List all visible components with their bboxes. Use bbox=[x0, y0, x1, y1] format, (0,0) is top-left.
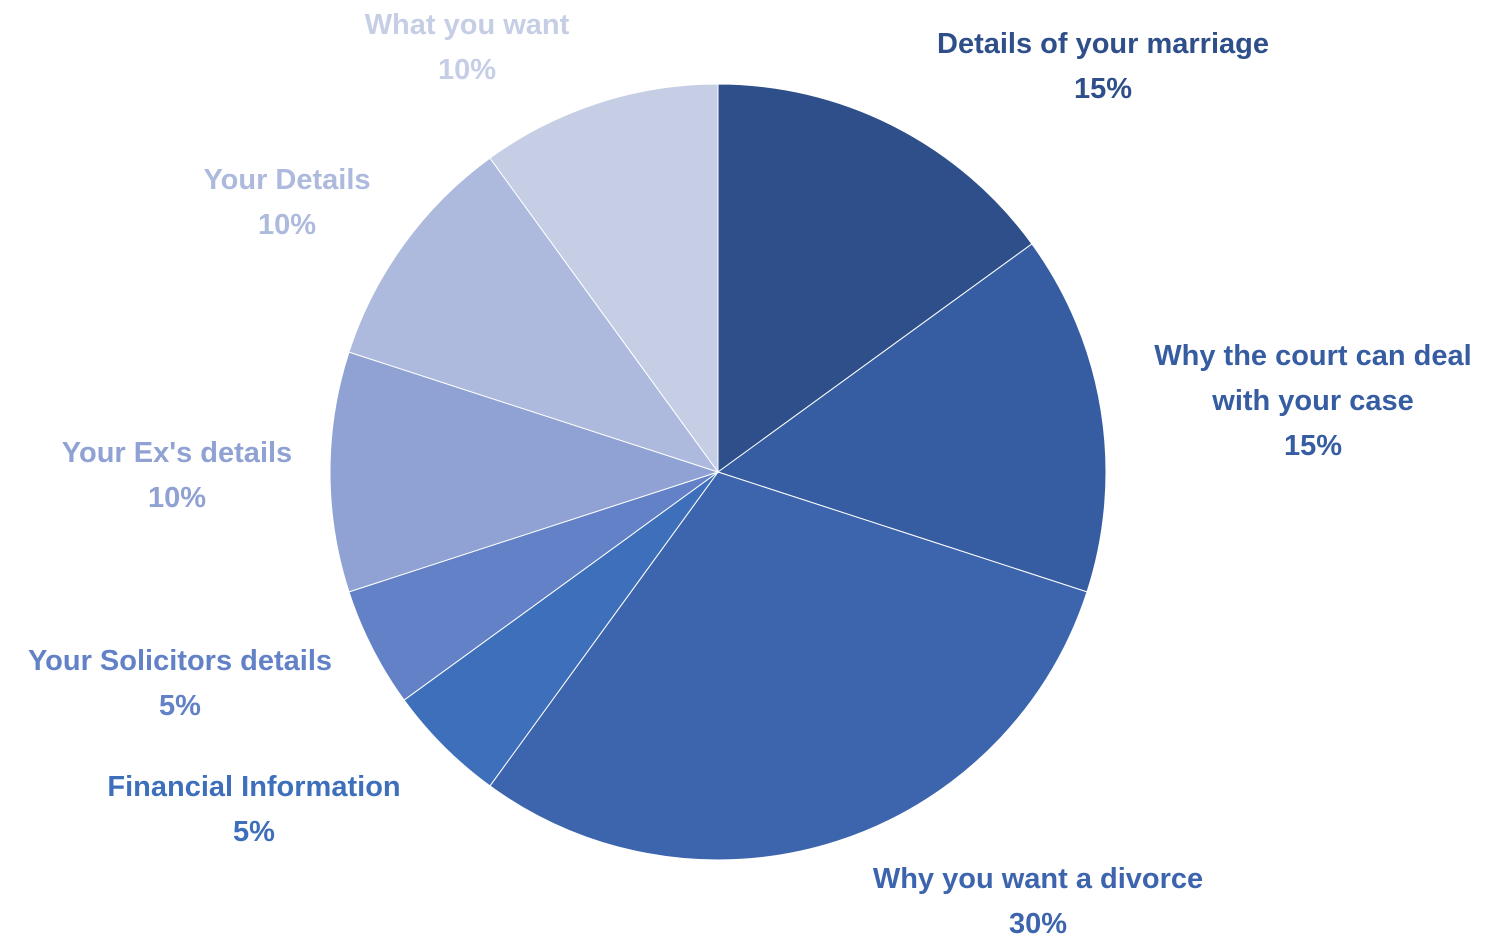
pie-slice bbox=[489, 83, 719, 474]
slice-name: Why you want a divorce bbox=[873, 863, 1203, 895]
slice-label: Why the court can deal with your case 15% bbox=[1154, 340, 1471, 462]
slice-name: Your Ex's details bbox=[62, 437, 292, 469]
slice-name: What you want bbox=[365, 9, 570, 41]
pie-slice bbox=[717, 83, 1033, 473]
slice-percent: 10% bbox=[148, 482, 206, 514]
slice-percent: 10% bbox=[258, 209, 316, 241]
slice-label: Financial Information 5% bbox=[107, 771, 400, 848]
slice-percent: 30% bbox=[1009, 908, 1067, 939]
slice-name: with your case bbox=[1211, 385, 1413, 417]
slice-name: Why the court can deal bbox=[1154, 340, 1471, 372]
slice-name: Your Solicitors details bbox=[28, 645, 332, 677]
slice-name: Financial Information bbox=[107, 771, 400, 803]
slice-percent: 15% bbox=[1074, 73, 1132, 105]
pie-slice bbox=[489, 471, 1088, 861]
slice-name: Your Details bbox=[203, 164, 370, 196]
slice-label: Details of your marriage 15% bbox=[937, 28, 1269, 105]
slice-percent: 5% bbox=[233, 816, 275, 848]
slice-label: Why you want a divorce 30% bbox=[873, 863, 1203, 939]
slice-name: Details of your marriage bbox=[937, 28, 1269, 60]
slice-label: Your Ex's details 10% bbox=[62, 437, 292, 514]
pie-slice bbox=[716, 243, 1107, 593]
slice-percent: 10% bbox=[438, 54, 496, 86]
pie-labels: Details of your marriage 15%Why the court… bbox=[28, 9, 1472, 939]
pie-slice bbox=[329, 351, 720, 593]
slice-percent: 15% bbox=[1284, 430, 1342, 462]
slice-label: What you want 10% bbox=[365, 9, 570, 86]
slice-percent: 5% bbox=[159, 690, 201, 722]
pie-slice bbox=[348, 157, 720, 473]
slice-label: Your Details 10% bbox=[203, 164, 370, 241]
pie-slices bbox=[329, 83, 1107, 861]
slice-label: Your Solicitors details 5% bbox=[28, 645, 332, 722]
